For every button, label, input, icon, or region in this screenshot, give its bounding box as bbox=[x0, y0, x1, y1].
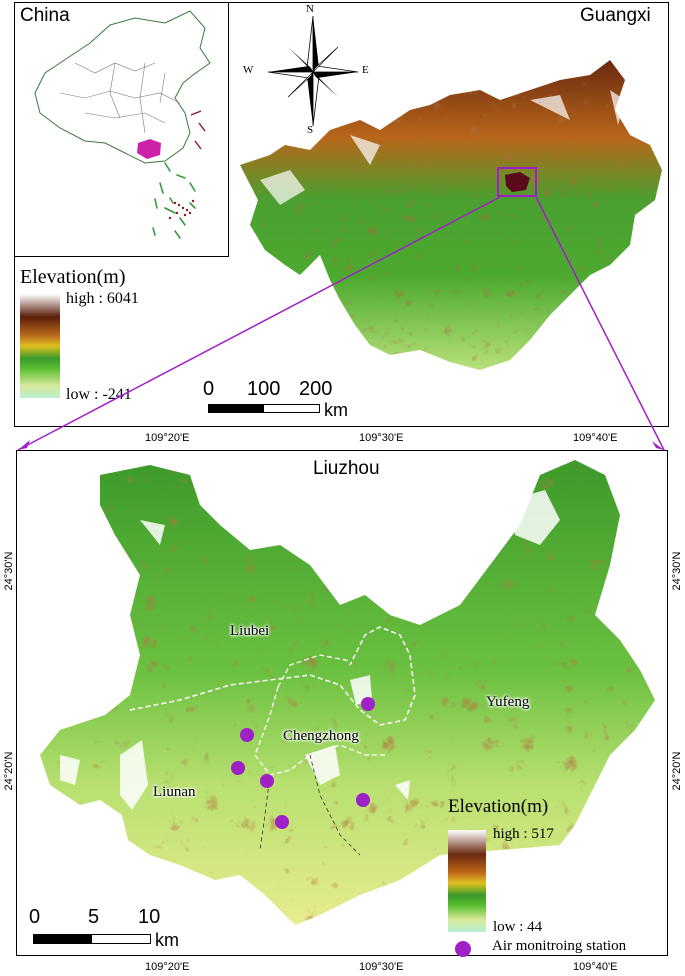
left-axis-label-1: 24°30'N bbox=[3, 551, 15, 591]
compass-icon bbox=[267, 15, 359, 127]
top-scale-200: 200 bbox=[299, 378, 333, 400]
compass-n: N bbox=[306, 3, 314, 15]
china-inset bbox=[14, 2, 229, 257]
bottom-scale-5: 5 bbox=[88, 906, 100, 928]
district-label-liubei: Liubei bbox=[230, 623, 270, 639]
bottom-legend-station-label: Air monitroing station bbox=[492, 938, 627, 954]
station-marker[interactable] bbox=[260, 774, 274, 788]
top-scale-bar bbox=[208, 404, 320, 413]
top-scale-unit: km bbox=[324, 400, 348, 420]
district-label-liunan: Liunan bbox=[153, 784, 196, 800]
bottom-axis-label-2: 109°30'E bbox=[359, 961, 404, 973]
bottom-scale-0: 0 bbox=[29, 906, 41, 928]
top-axis-label-2: 109°30'E bbox=[359, 432, 404, 444]
top-scale-100: 100 bbox=[247, 378, 281, 400]
bottom-scale-10: 10 bbox=[138, 906, 161, 928]
right-axis-label-1: 24°30'N bbox=[671, 551, 683, 591]
compass-rose bbox=[258, 2, 368, 137]
station-marker[interactable] bbox=[356, 793, 370, 807]
guangxi-map bbox=[230, 50, 670, 410]
region-title: Guangxi bbox=[580, 5, 651, 26]
top-scale-0: 0 bbox=[203, 378, 215, 400]
inset-title: China bbox=[20, 5, 70, 26]
compass-e: E bbox=[362, 64, 369, 76]
compass-w: W bbox=[243, 64, 254, 76]
liuzhou-map bbox=[20, 455, 665, 955]
compass-s: S bbox=[307, 124, 314, 136]
bottom-axis-label-3: 109°40'E bbox=[573, 961, 618, 973]
top-legend-low: low : -241 bbox=[66, 386, 132, 403]
top-axis-label-3: 109°40'E bbox=[573, 432, 618, 444]
district-label-chengzhong: Chengzhong bbox=[283, 728, 359, 744]
bottom-legend-gradient bbox=[448, 830, 486, 932]
bottom-scale-unit: km bbox=[155, 930, 179, 950]
top-axis-label-1: 109°20'E bbox=[145, 432, 190, 444]
bottom-axis-label-1: 109°20'E bbox=[145, 961, 190, 973]
station-marker[interactable] bbox=[231, 761, 245, 775]
station-marker[interactable] bbox=[240, 728, 254, 742]
bottom-legend-low: low : 44 bbox=[493, 919, 543, 935]
bottom-legend-title: Elevation(m) bbox=[448, 796, 549, 817]
district-label-yufeng: Yufeng bbox=[486, 694, 530, 710]
station-marker[interactable] bbox=[275, 815, 289, 829]
bottom-scale-bar bbox=[33, 934, 151, 944]
top-legend-gradient bbox=[20, 294, 60, 398]
top-legend-high: high : 6041 bbox=[66, 290, 139, 307]
china-inset-map bbox=[34, 10, 211, 239]
bottom-legend-station-icon bbox=[455, 941, 471, 957]
right-axis-label-2: 24°20'N bbox=[671, 751, 683, 791]
liuzhou-title: Liuzhou bbox=[313, 458, 380, 479]
top-legend-title: Elevation(m) bbox=[20, 266, 126, 288]
left-axis-label-2: 24°20'N bbox=[3, 751, 15, 791]
station-marker[interactable] bbox=[361, 697, 375, 711]
bottom-legend-high: high : 517 bbox=[493, 826, 554, 842]
